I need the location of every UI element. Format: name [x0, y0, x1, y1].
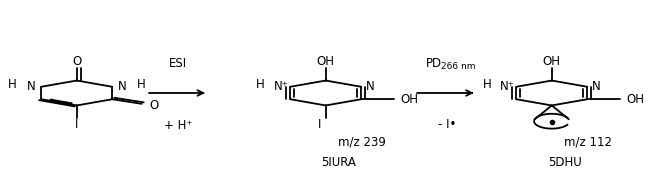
Text: m/z 112: m/z 112	[564, 136, 612, 149]
Text: 5IURA: 5IURA	[321, 156, 356, 169]
Text: N: N	[366, 80, 375, 93]
Text: m/z 239: m/z 239	[338, 136, 386, 149]
Text: I: I	[75, 118, 78, 131]
Text: OH: OH	[543, 55, 561, 68]
Text: N: N	[118, 80, 127, 93]
Text: H: H	[137, 78, 145, 91]
Text: PD: PD	[426, 57, 442, 70]
Text: N⁺: N⁺	[274, 80, 289, 93]
Text: H: H	[482, 78, 491, 91]
Text: H: H	[7, 78, 16, 91]
Text: OH: OH	[400, 93, 418, 106]
Text: ESI: ESI	[169, 57, 188, 70]
Text: I: I	[317, 118, 321, 131]
Text: N: N	[592, 80, 601, 93]
Text: 5DHU: 5DHU	[548, 156, 582, 169]
Text: - I•: - I•	[438, 118, 456, 131]
Text: 266 nm: 266 nm	[442, 62, 476, 71]
Text: N⁺: N⁺	[500, 80, 515, 93]
Text: H: H	[257, 78, 265, 91]
Text: O: O	[149, 99, 158, 112]
Text: OH: OH	[316, 55, 335, 68]
Text: O: O	[72, 55, 82, 68]
Text: + H⁺: + H⁺	[164, 119, 193, 132]
Text: N: N	[26, 80, 35, 93]
Text: OH: OH	[626, 93, 644, 106]
